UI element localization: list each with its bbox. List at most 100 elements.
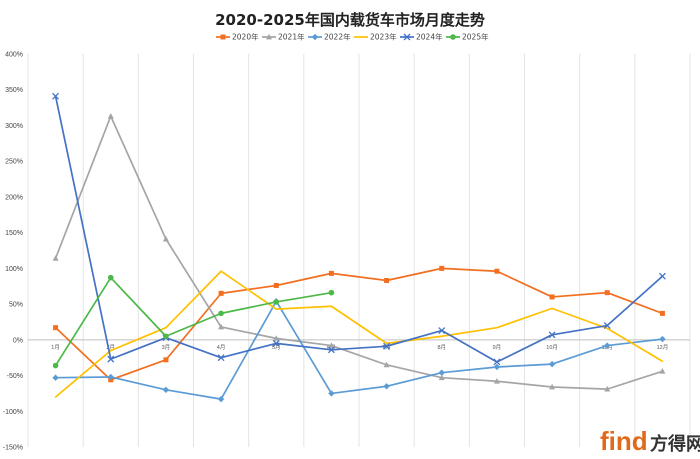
x-tick-label: 3月: [162, 344, 171, 351]
series-line: [54, 95, 663, 363]
watermark-brand: find: [600, 426, 648, 456]
legend-marker: [403, 33, 411, 41]
data-point: [52, 255, 59, 261]
legend-marker: [220, 34, 226, 40]
legend-label: 2021年: [278, 32, 305, 42]
data-point: [604, 342, 611, 349]
data-point: [328, 342, 335, 348]
x-tick-label: 7月: [382, 344, 391, 351]
data-point: [109, 349, 112, 352]
y-tick-label: 100%: [5, 266, 23, 273]
legend-item: 2024年: [400, 32, 443, 42]
data-point: [549, 383, 556, 390]
data-point: [165, 326, 167, 329]
series-1: [52, 112, 666, 392]
data-point: [493, 378, 500, 384]
data-point: [272, 339, 280, 347]
data-point: [275, 308, 278, 310]
data-point: [493, 363, 501, 371]
data-point: [217, 354, 225, 362]
data-point: [327, 346, 335, 354]
y-tick-label: 300%: [5, 123, 23, 130]
data-point: [273, 283, 279, 289]
data-point: [163, 333, 169, 340]
data-point: [659, 335, 666, 343]
data-point: [439, 265, 445, 271]
legend-label: 2020年: [232, 32, 259, 42]
data-point: [107, 373, 114, 381]
data-point: [548, 331, 556, 339]
y-tick-label: 50%: [9, 302, 23, 309]
legend-item: 2022年: [308, 32, 351, 42]
data-point: [107, 355, 115, 363]
legend-marker: [311, 33, 319, 41]
data-point: [604, 290, 610, 296]
data-point: [328, 270, 334, 276]
x-tick-label: 5月: [272, 344, 281, 351]
data-point: [330, 305, 333, 308]
data-point: [385, 342, 388, 345]
data-point: [659, 368, 666, 374]
data-point: [604, 385, 611, 392]
data-point: [383, 361, 390, 368]
data-point: [52, 92, 60, 100]
data-point: [493, 358, 501, 366]
series-line: [55, 270, 663, 398]
data-point: [53, 325, 59, 331]
legend-marker: [450, 34, 456, 40]
legend-label: 2024年: [416, 32, 443, 42]
data-point: [54, 396, 57, 398]
data-point: [549, 294, 555, 300]
legend-label: 2022年: [324, 32, 351, 42]
data-point: [107, 112, 114, 119]
data-point: [217, 395, 225, 403]
data-point: [220, 270, 222, 273]
y-tick-label: -100%: [3, 409, 23, 416]
x-tick-label: 1月: [51, 344, 60, 351]
y-tick-label: 0%: [13, 337, 23, 344]
data-point: [218, 310, 224, 317]
series-layer: [52, 92, 666, 403]
data-point: [383, 342, 391, 350]
data-point: [551, 307, 553, 310]
data-point: [548, 360, 556, 368]
data-point: [162, 386, 170, 394]
data-point: [52, 362, 59, 369]
legend-label: 2025年: [462, 32, 489, 42]
data-point: [328, 390, 335, 397]
chart-title: 2020-2025年国内载货车市场月度走势: [215, 11, 485, 29]
data-point: [273, 335, 280, 341]
x-tick-label: 10月: [546, 344, 558, 351]
x-tick-label: 12月: [657, 344, 669, 351]
data-point: [438, 327, 446, 334]
data-point: [603, 322, 611, 329]
grid: [27, 54, 691, 447]
legend-label: 2023年: [370, 32, 397, 42]
x-tick-label: 2月: [106, 344, 115, 351]
series-line: [54, 276, 332, 366]
data-point: [218, 290, 224, 296]
y-tick-label: -150%: [3, 445, 23, 452]
legend-marker: [360, 36, 362, 38]
data-point: [384, 278, 390, 284]
data-point: [383, 383, 390, 390]
legend-item: 2021年: [262, 32, 305, 42]
data-point: [438, 369, 445, 376]
legend-marker: [266, 33, 272, 40]
data-point: [107, 274, 114, 281]
data-point: [661, 360, 664, 363]
data-point: [218, 323, 225, 330]
x-tick-label: 4月: [217, 344, 226, 351]
legend-item: 2025年: [446, 32, 489, 42]
series-line: [54, 115, 663, 390]
y-tick-label: 400%: [5, 52, 23, 59]
y-tick-label: 200%: [5, 194, 23, 201]
data-point: [273, 299, 280, 305]
series-2: [52, 298, 666, 403]
data-point: [658, 272, 666, 280]
watermark-logo: find 方得网: [600, 426, 700, 456]
y-tick-label: -50%: [7, 373, 23, 380]
data-point: [440, 335, 443, 338]
data-point: [52, 374, 59, 381]
